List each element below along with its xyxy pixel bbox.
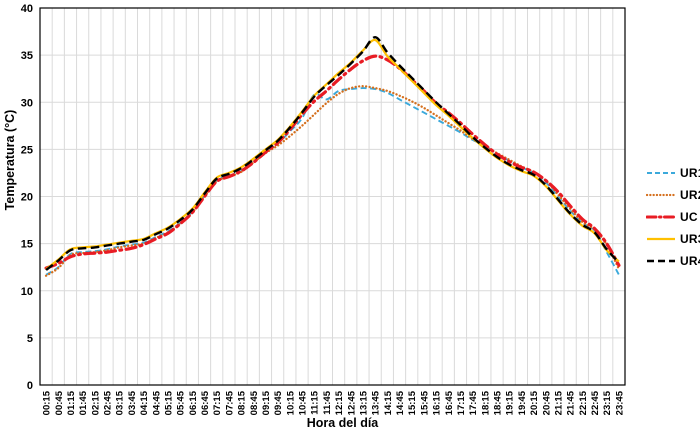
- legend-label-uc: UC: [680, 210, 698, 224]
- x-axis-title: Hora del día: [306, 416, 379, 430]
- x-tick-label: 06:45: [200, 390, 211, 415]
- series-line-uc: [44, 54, 621, 270]
- legend-label-ur4: UR4: [680, 254, 700, 268]
- legend-item-ur1: UR1: [646, 162, 700, 184]
- legend-line-sample-ur4: [647, 259, 675, 263]
- y-tick-label: 0: [27, 380, 33, 392]
- x-tick-label: 08:15: [237, 390, 248, 415]
- legend-label-ur2: UR2: [680, 188, 700, 202]
- x-tick-label: 08:45: [249, 390, 260, 415]
- x-tick-label: 19:45: [517, 390, 528, 415]
- x-tick-label: 13:45: [371, 390, 382, 415]
- y-tick-label: 10: [21, 286, 33, 298]
- x-tick-label: 21:15: [553, 390, 564, 415]
- legend-line-sample-ur3: [647, 237, 675, 241]
- x-tick-label: 19:15: [505, 390, 516, 415]
- x-tick-label: 11:45: [322, 390, 333, 414]
- legend-item-ur4: UR4: [646, 250, 700, 272]
- x-tick-label: 01:45: [78, 390, 89, 415]
- legend-line-sample-ur1: [647, 172, 675, 174]
- x-tick-label: 03:45: [127, 390, 138, 415]
- x-tick-label: 16:15: [432, 390, 443, 415]
- x-tick-label: 07:45: [224, 390, 235, 415]
- x-tick-label: 15:15: [407, 390, 418, 415]
- x-tick-label: 06:15: [188, 390, 199, 415]
- x-tick-label: 20:45: [541, 390, 552, 415]
- x-tick-label: 18:15: [480, 390, 491, 415]
- x-tick-label: 02:15: [90, 390, 101, 415]
- y-tick-label: 40: [21, 3, 33, 15]
- y-axis-title: Temperatura (°C): [3, 109, 17, 211]
- y-tick-label: 15: [21, 239, 33, 251]
- legend-label-ur3: UR3: [680, 232, 700, 246]
- y-tick-label: 35: [21, 50, 33, 62]
- x-tick-label: 10:45: [298, 390, 309, 415]
- x-tick-label: 09:15: [261, 390, 272, 415]
- legend-item-ur3: UR3: [646, 228, 700, 250]
- x-tick-label: 09:45: [273, 390, 284, 415]
- legend-item-uc: UC: [646, 206, 700, 228]
- x-tick-label: 02:45: [103, 390, 114, 415]
- x-tick-label: 17:45: [468, 390, 479, 415]
- x-tick-label: 00:15: [42, 390, 53, 415]
- x-tick-label: 03:15: [115, 390, 126, 415]
- y-tick-label: 25: [21, 144, 33, 156]
- legend-label-ur1: UR1: [680, 166, 700, 180]
- x-tick-label: 04:45: [151, 390, 162, 415]
- x-tick-label: 20:15: [529, 390, 540, 415]
- series-line-ur4: [45, 36, 620, 271]
- x-tick-label: 17:15: [456, 390, 467, 415]
- x-tick-label: 12:45: [346, 390, 357, 415]
- x-tick-label: 22:45: [590, 390, 601, 415]
- x-tick-label: 12:15: [334, 390, 345, 415]
- x-tick-label: 15:45: [419, 390, 430, 415]
- x-tick-label: 21:45: [566, 390, 577, 415]
- x-tick-label: 04:15: [139, 390, 150, 415]
- x-tick-label: 00:45: [54, 390, 65, 415]
- legend-line-sample-ur2: [646, 193, 676, 197]
- x-tick-label: 11:15: [310, 390, 321, 414]
- y-tick-label: 5: [27, 333, 33, 345]
- x-tick-label: 18:45: [493, 390, 504, 415]
- x-tick-label: 05:45: [176, 390, 187, 415]
- y-tick-label: 20: [21, 192, 33, 204]
- legend-line-sample-uc: [646, 215, 676, 219]
- legend-item-ur2: UR2: [646, 184, 700, 206]
- x-tick-label: 14:45: [395, 390, 406, 415]
- x-tick-label: 01:15: [66, 390, 77, 415]
- x-tick-label: 10:15: [285, 390, 296, 415]
- x-tick-label: 13:15: [358, 390, 369, 415]
- y-tick-label: 30: [21, 97, 33, 109]
- x-tick-label: 05:15: [163, 390, 174, 415]
- plot-border: [39, 7, 626, 386]
- x-tick-label: 23:15: [602, 390, 613, 415]
- x-tick-label: 14:15: [383, 390, 394, 415]
- legend: UR1 UR2 UC UR3 UR4: [646, 162, 700, 272]
- x-tick-label: 07:15: [212, 390, 223, 415]
- x-tick-label: 22:15: [578, 390, 589, 415]
- x-tick-label: 16:45: [444, 390, 455, 415]
- x-tick-label: 23:45: [614, 390, 625, 415]
